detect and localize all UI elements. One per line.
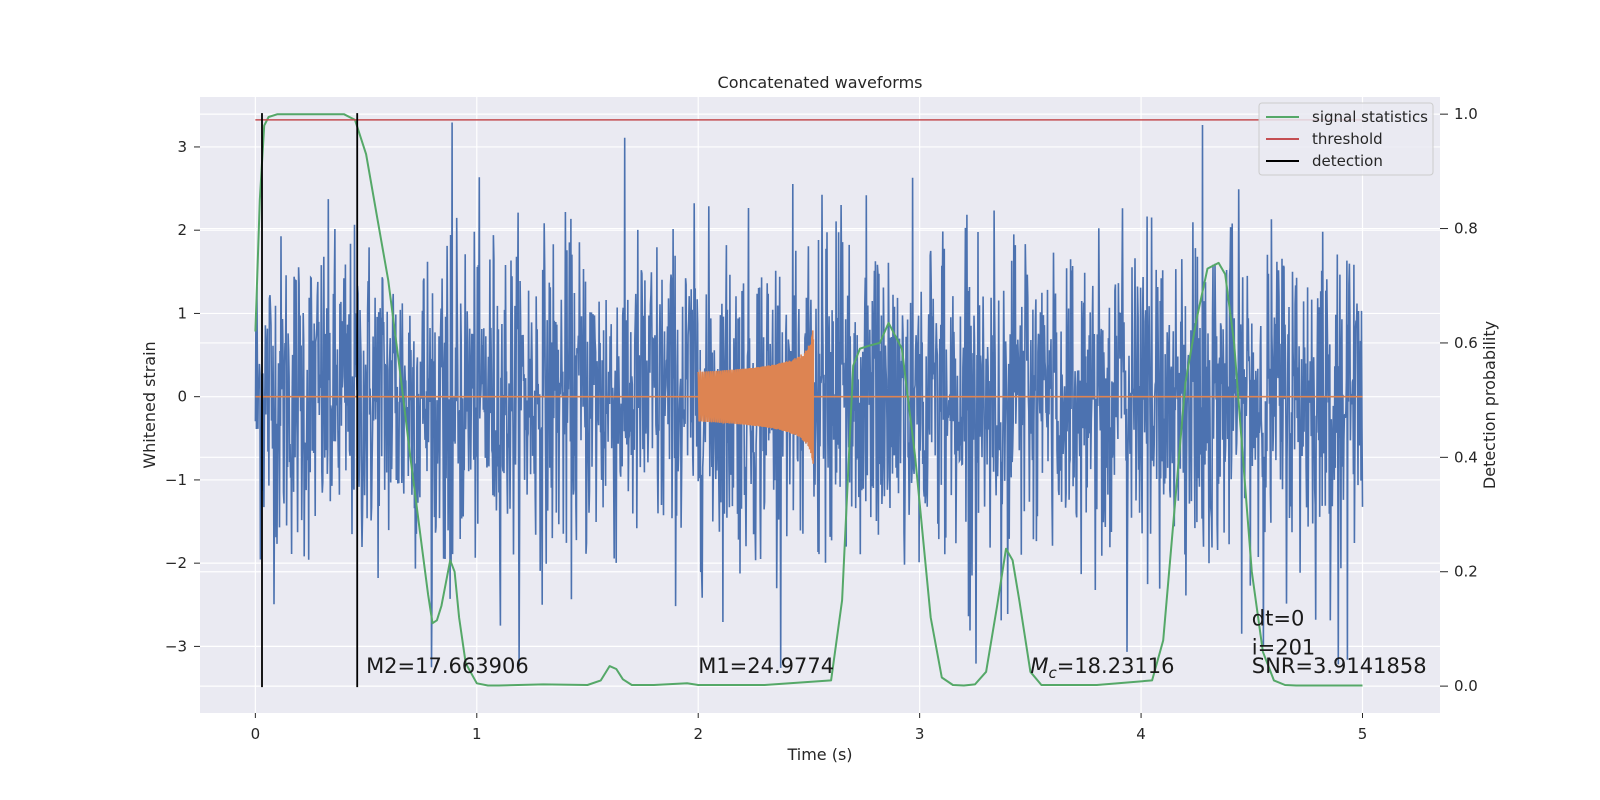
y-tick-label: −3: [165, 637, 187, 655]
annotation-3: dt=0: [1252, 607, 1305, 631]
y2-tick-label: 0.8: [1454, 220, 1478, 238]
signal-statistics-line: [254, 113, 1363, 687]
y-tick-label: 2: [177, 221, 187, 239]
annotation-5: SNR=3.9141858: [1252, 654, 1427, 678]
x-tick-label: 4: [1136, 725, 1146, 743]
x-axis-label: Time (s): [786, 745, 852, 764]
x-tick-label: 1: [472, 725, 482, 743]
annotation-4: i=201: [1252, 636, 1316, 660]
x-tick-label: 2: [693, 725, 703, 743]
y2-tick-label: 0.0: [1454, 677, 1478, 695]
y2-tick-label: 0.6: [1454, 334, 1478, 352]
y2-axis-ticks: 0.0 0.2 0.4 0.6 0.8 1.0: [1440, 105, 1478, 695]
chart-title: Concatenated waveforms: [718, 73, 923, 92]
y-tick-label: −1: [165, 471, 187, 489]
y-tick-label: 3: [177, 138, 187, 156]
x-tick-label: 3: [915, 725, 925, 743]
detection-series: [261, 113, 359, 688]
signal-statistics-series: [254, 113, 1363, 687]
legend: signal statistics threshold detection: [1258, 102, 1434, 176]
legend-label-0: signal statistics: [1312, 108, 1428, 126]
y-tick-label: −2: [165, 554, 187, 572]
x-axis-ticks: 0 1 2 3 4 5: [251, 713, 1368, 743]
annotations: M2=17.663906 M1=24.9774 Mc=18.23116 dt=0 i=2…: [366, 607, 1427, 682]
y-tick-label: 1: [177, 304, 187, 322]
y2-tick-label: 0.2: [1454, 563, 1478, 581]
y-tick-label: 0: [177, 388, 187, 406]
legend-label-1: threshold: [1312, 130, 1383, 148]
y-axis-ticks: −3 −2 −1 0 1 2 3: [165, 138, 200, 655]
annotation-2: Mc=18.23116: [1030, 654, 1174, 682]
annotation-1: M1=24.9774: [698, 654, 834, 678]
annotation-0: M2=17.663906: [366, 654, 529, 678]
legend-label-2: detection: [1312, 152, 1383, 170]
chirp-series: [255, 330, 1363, 464]
y2-tick-label: 0.4: [1454, 448, 1478, 466]
y-axis-label: Whitened strain: [140, 341, 159, 468]
chirp-line: [697, 330, 815, 464]
y2-tick-label: 1.0: [1454, 105, 1478, 123]
x-tick-label: 0: [251, 725, 261, 743]
x-tick-label: 5: [1358, 725, 1368, 743]
y2-axis-label: Detection probability: [1480, 321, 1499, 489]
legend-box: [1258, 102, 1434, 176]
